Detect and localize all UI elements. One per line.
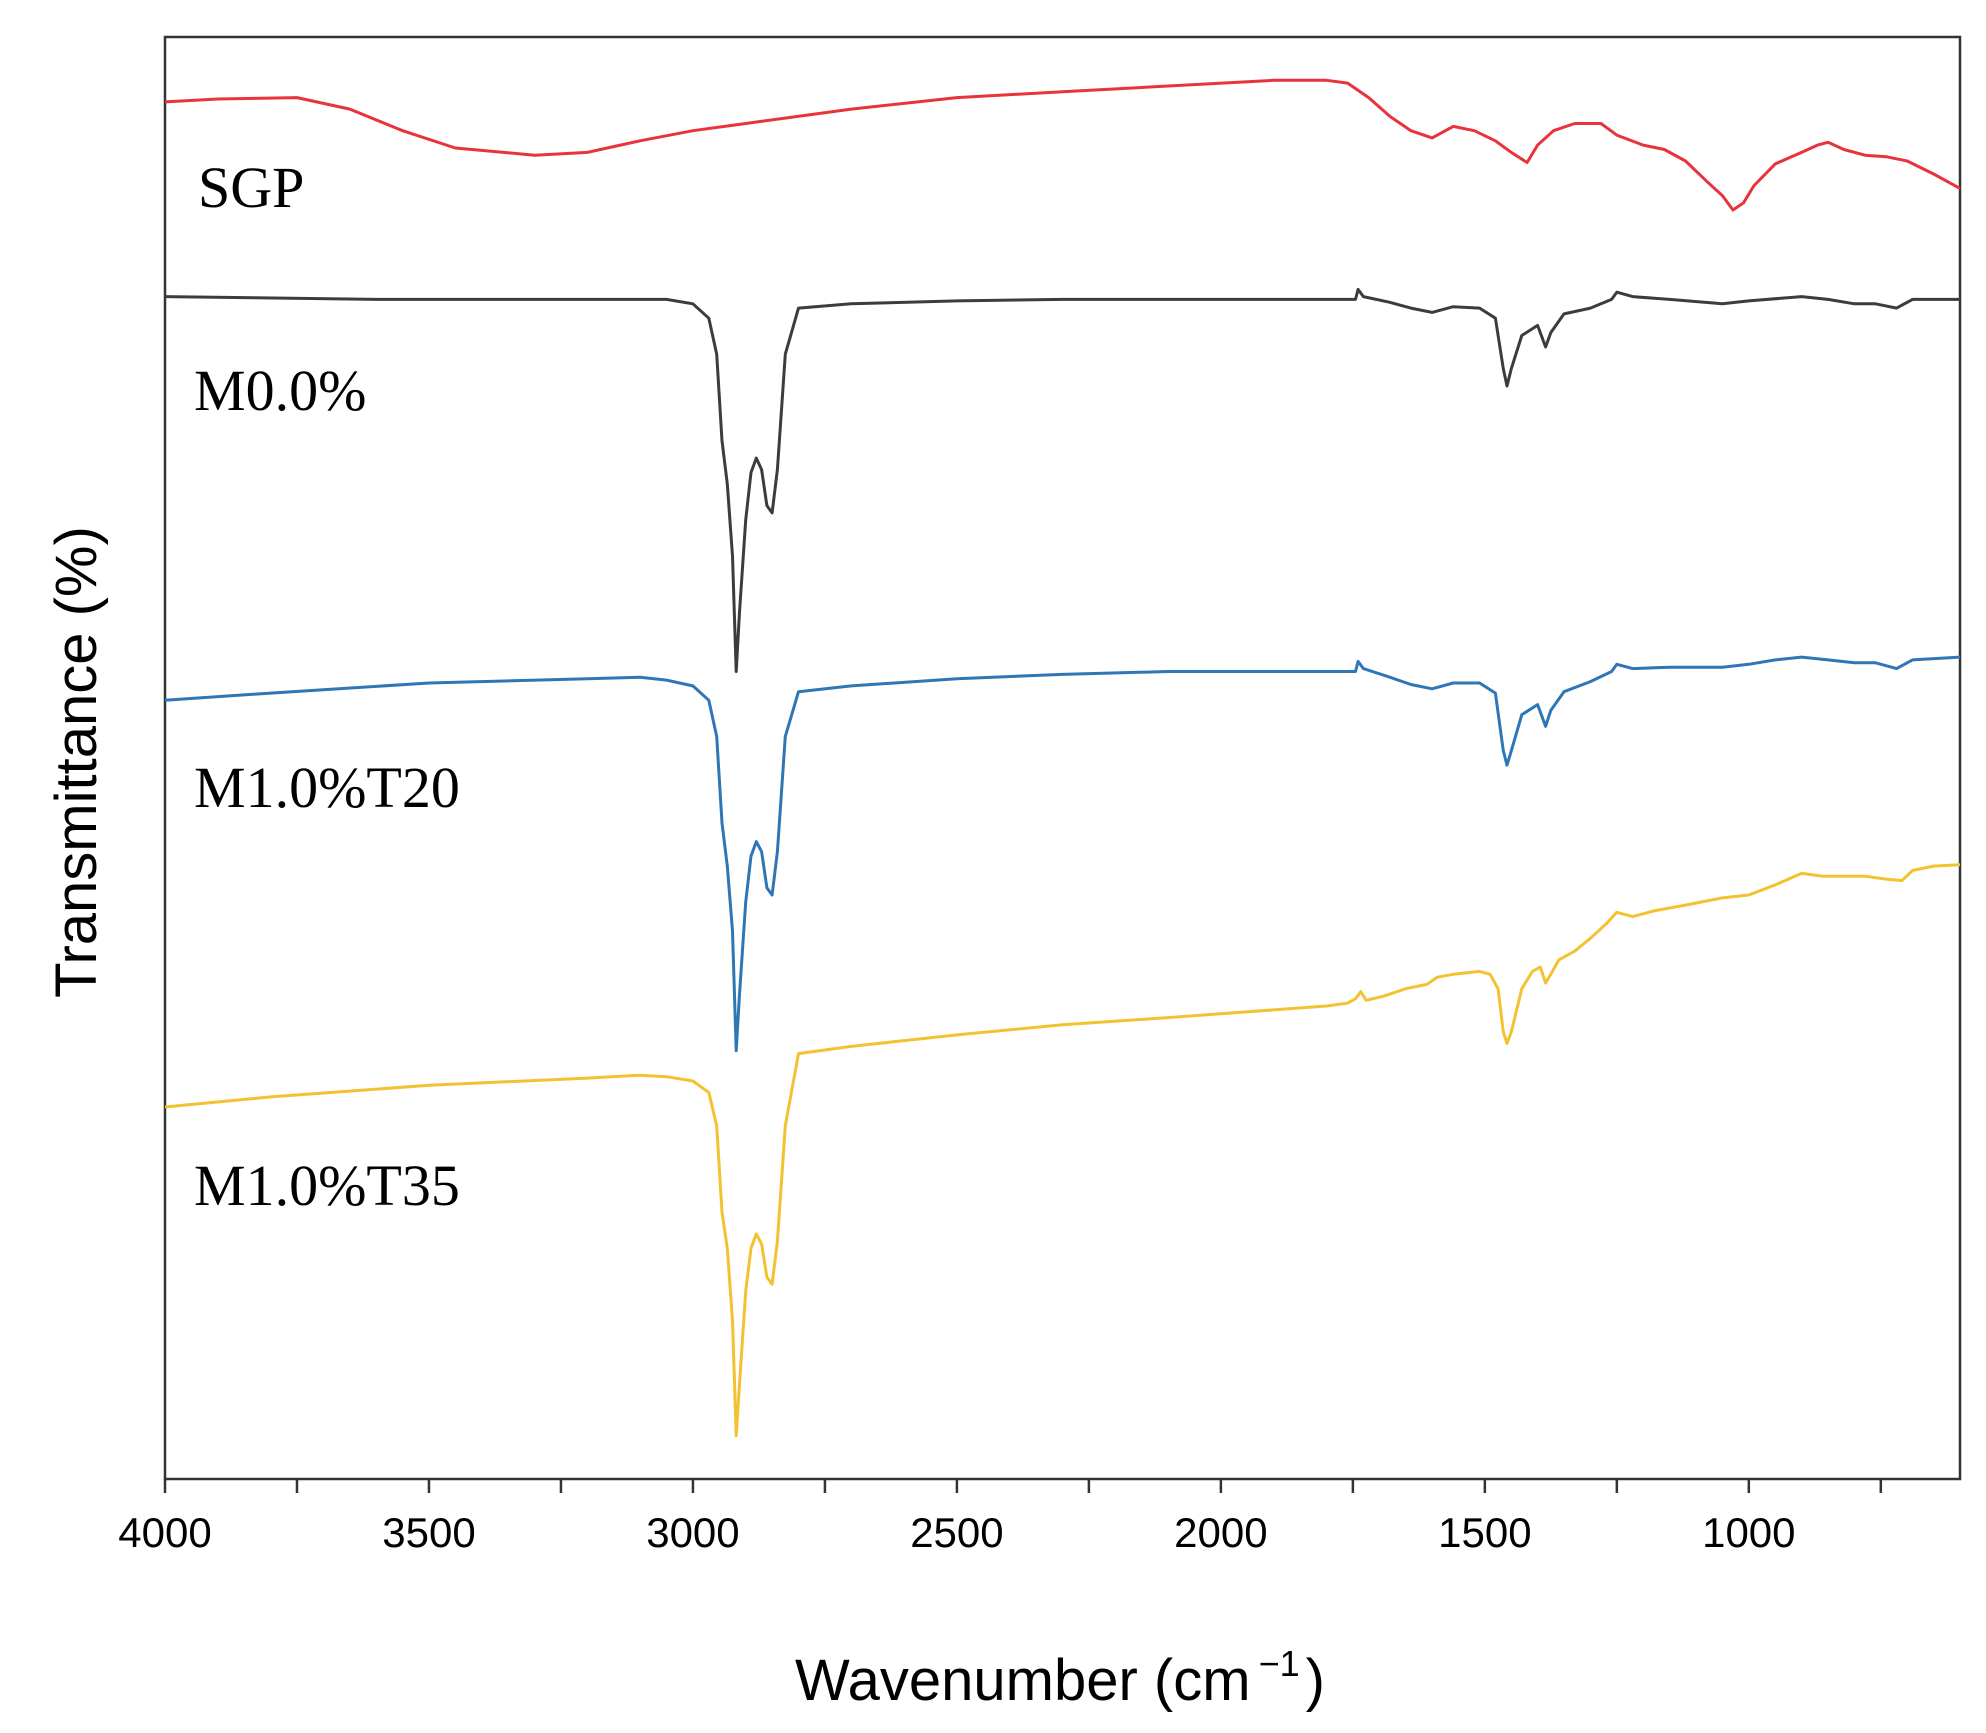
x-axis-title-close: ): [1306, 1648, 1325, 1713]
x-axis-title-main: Wavenumber (cm: [795, 1648, 1251, 1713]
series-line-1: [164, 287, 1960, 673]
x-tick-label-1000: 1000: [1702, 1509, 1795, 1556]
series-label-sgp: SGP: [198, 155, 304, 220]
series-label-m1t35: M1.0%T35: [194, 1153, 460, 1218]
series-label-m0: M0.0%: [194, 358, 366, 423]
x-ticks: 4000 3500 3000 2500 2000 1500 1000: [118, 1479, 1883, 1556]
x-tick-label-3000: 3000: [646, 1509, 739, 1556]
series-line-0: [164, 78, 1961, 212]
x-tick-label-3500: 3500: [382, 1509, 475, 1556]
series-line-2: [164, 655, 1961, 1053]
x-tick-label-2500: 2500: [910, 1509, 1003, 1556]
plot-frame: [163, 35, 1962, 1481]
x-axis-title-sup: −1: [1259, 1643, 1300, 1684]
series-layer: [164, 78, 1961, 1438]
x-tick-label-2000: 2000: [1174, 1509, 1267, 1556]
x-tick-label-1500: 1500: [1438, 1509, 1531, 1556]
series-label-m1t20: M1.0%T20: [194, 755, 460, 820]
x-tick-label-4000: 4000: [118, 1509, 211, 1556]
series-line-3: [164, 863, 1961, 1438]
y-axis-title: Transmittance (%): [44, 526, 109, 998]
x-axis-title: Wavenumber (cm −1): [795, 1643, 1325, 1713]
